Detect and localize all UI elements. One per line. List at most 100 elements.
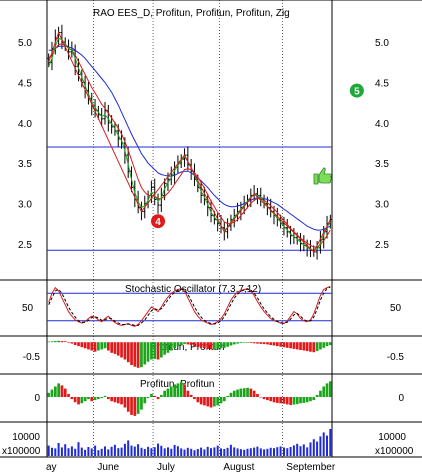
volume-bar [137, 444, 140, 456]
indicator-bar [299, 397, 302, 404]
indicator-bar [259, 342, 263, 344]
indicator-bar [63, 388, 67, 397]
price-tick-label-left: 4.5 [18, 79, 32, 90]
volume-bar [77, 442, 80, 456]
moving-average-red [48, 43, 331, 248]
indicator-bar [183, 342, 186, 344]
volume-bar [167, 447, 169, 456]
indicator-bar [256, 393, 259, 397]
indicator-bar [179, 382, 183, 397]
volume-bar [186, 447, 189, 456]
indicator-bar [100, 397, 104, 399]
indicator-bar [252, 342, 256, 344]
indicator-bar [193, 342, 196, 347]
price-tick-label-right: 5.0 [375, 38, 389, 49]
indicator-bar [169, 386, 173, 397]
volume-bar [87, 447, 90, 456]
indicator-bar [232, 390, 236, 397]
indicator-bar [239, 388, 243, 397]
volume-bar [249, 448, 252, 456]
volume-bar [94, 445, 97, 456]
indicator-bar [196, 342, 200, 348]
wave-marker-label: 4 [155, 217, 161, 228]
indicator-bar [292, 397, 296, 405]
indicator-bar [295, 397, 299, 405]
volume-bar [210, 448, 212, 456]
volume-bar [229, 444, 232, 456]
indicator-bar [54, 341, 57, 343]
volume-bar [180, 448, 183, 456]
volume-bar [309, 442, 312, 456]
volume-bar [97, 450, 100, 456]
volume-bar [110, 446, 113, 456]
volume-bar [47, 445, 50, 456]
indicator-bar [107, 342, 110, 351]
indicator-bar [329, 381, 332, 398]
indicator-bar [176, 342, 180, 347]
indicator-bar [319, 390, 322, 397]
date-label-1: ay [46, 462, 57, 473]
indicator-bar [226, 342, 229, 347]
volume-bar [60, 447, 63, 456]
volume-bar [283, 447, 285, 456]
indicator-bar [77, 342, 80, 347]
date-axis-labels: ay June July August September [46, 462, 336, 473]
volume-bar [127, 440, 130, 456]
indicator-bar [70, 342, 74, 344]
indicator-bar [173, 342, 176, 349]
wave-markers: 45 [151, 83, 364, 229]
indicator-bar [130, 397, 133, 415]
indicator-bar [103, 342, 107, 349]
volume-bar [289, 447, 292, 456]
volume-bar [206, 446, 209, 456]
volume-bar [322, 432, 325, 456]
volume-bar [163, 448, 166, 456]
date-label-2: June [97, 462, 119, 473]
volume-bar [51, 447, 53, 456]
volume-bar [176, 446, 179, 456]
indicator-bar [80, 342, 84, 348]
indicator-bar [259, 397, 263, 398]
indicator-bar [136, 397, 140, 414]
indicator-tick-right: -0.5 [387, 352, 405, 363]
volume-bar [296, 443, 299, 456]
indicator-bar [183, 384, 186, 397]
indicator-bar [176, 383, 180, 397]
indicator-bar [229, 392, 233, 397]
indicator-bar [140, 342, 143, 368]
indicator-bar [110, 397, 113, 402]
price-panel-title: RAO EES_D, Profitun, Profitun, Profitun,… [93, 8, 290, 19]
indicator-bar [107, 397, 110, 400]
price-horizontal-levels [47, 146, 332, 251]
indicator-bar [146, 342, 150, 362]
volume-bar [220, 448, 222, 456]
wave-marker-label: 5 [354, 87, 360, 98]
volume-bar [153, 447, 156, 456]
volume-bar [269, 447, 272, 456]
indicator-tick-left: -0.5 [23, 352, 41, 363]
indicator-bar [289, 397, 292, 405]
indicator-bar [173, 384, 176, 397]
indicator-bar [302, 342, 306, 351]
profitun-2-bars [47, 381, 332, 416]
date-label-4: August [223, 462, 254, 473]
volume-bars [47, 429, 332, 456]
volume-bar [279, 446, 282, 456]
volume-bar [107, 449, 110, 456]
volume-bar [143, 449, 146, 456]
price-tick-label-right: 4.5 [375, 79, 389, 90]
volume-bar [54, 448, 57, 456]
indicator-bar [206, 342, 210, 349]
volume-bar [64, 444, 67, 456]
indicator-bar [153, 342, 157, 359]
wave-marker-circle [349, 83, 364, 98]
volume-bar [140, 447, 143, 456]
indicator-bar [309, 342, 312, 352]
indicator-bar [113, 397, 117, 403]
zigzag-line [48, 31, 331, 253]
indicator-bar [189, 342, 193, 345]
indicator-bar [322, 342, 326, 348]
stochastic-levels [47, 292, 332, 322]
indicator-bar [67, 342, 70, 343]
indicator-bar [60, 385, 64, 397]
